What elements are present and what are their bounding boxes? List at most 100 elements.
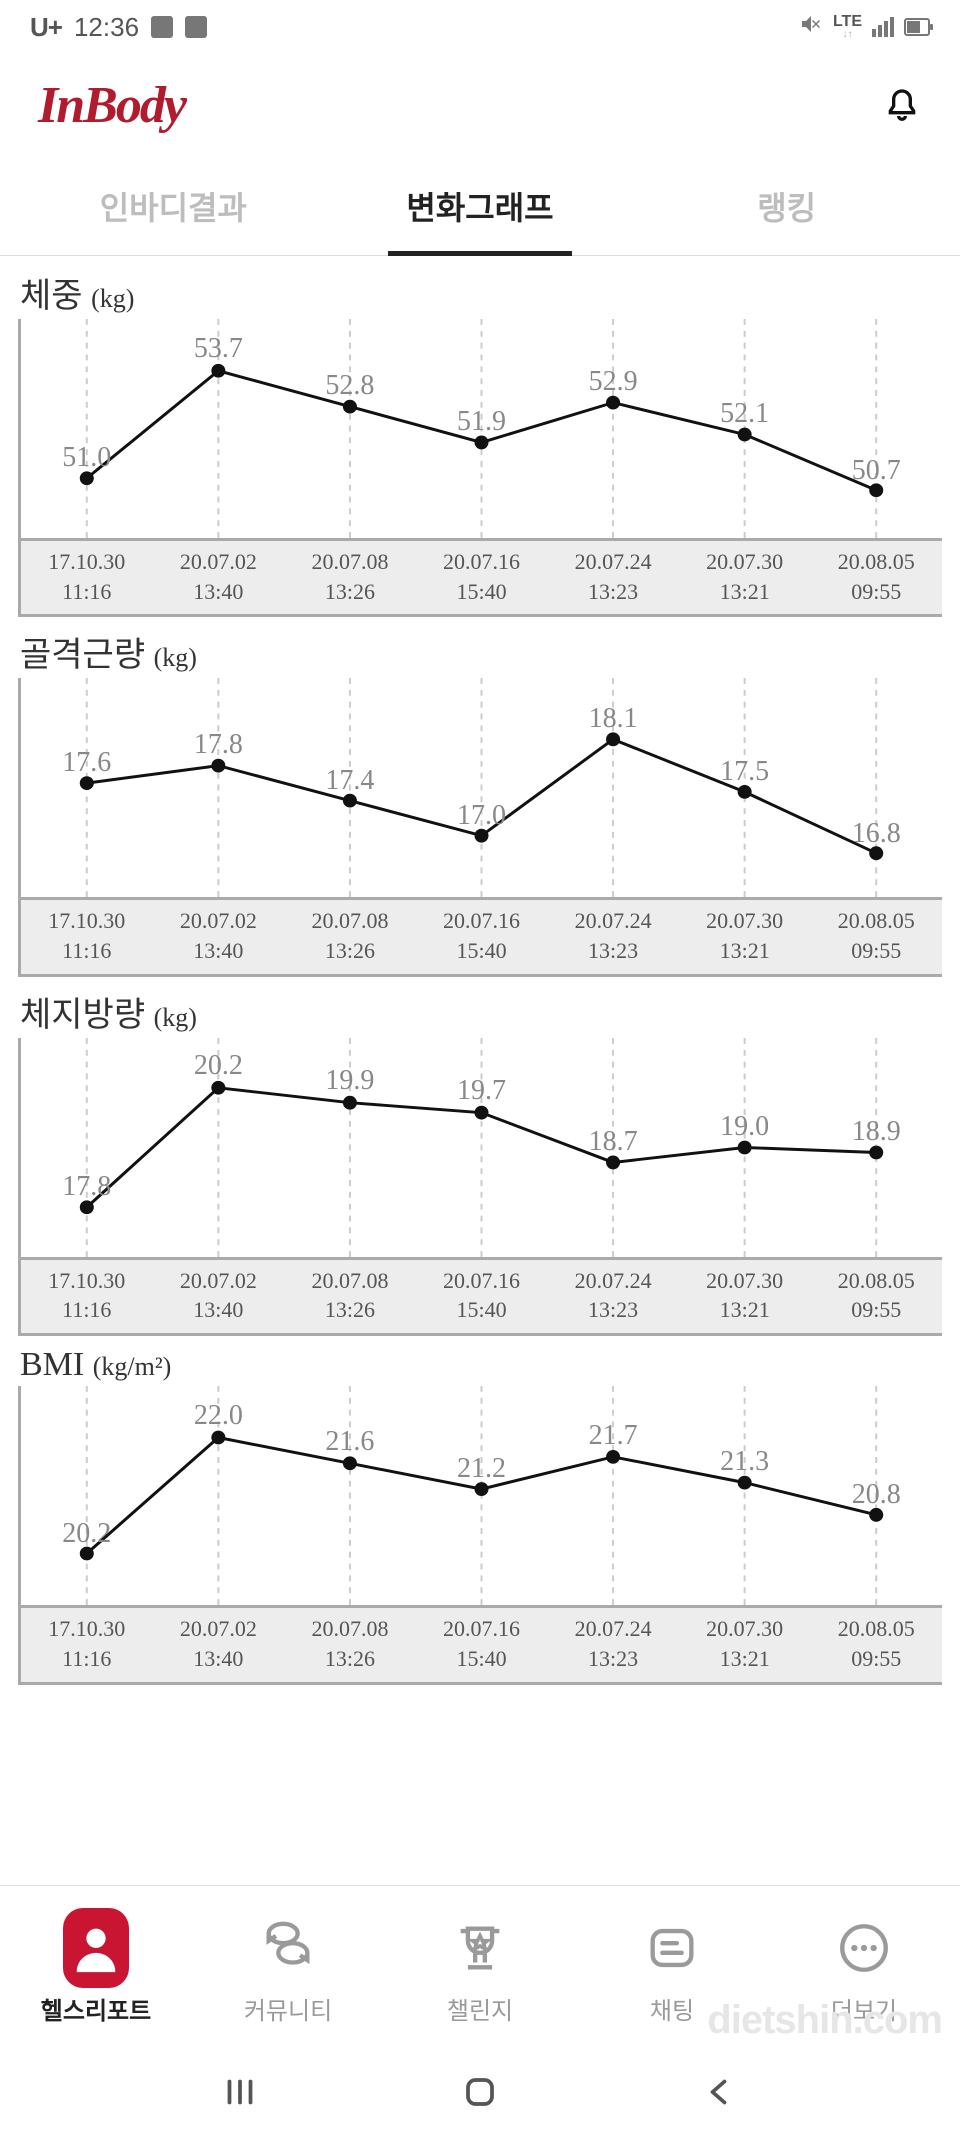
value-label: 18.9 [852,1116,901,1148]
x-axis: 17.10.3011:1620.07.0213:4020.07.0813:262… [18,541,942,617]
x-tick: 20.08.0509:55 [810,547,942,606]
recent-apps-button[interactable] [222,2074,258,2115]
tabs: 인바디결과변화그래프랭킹 [0,159,960,256]
x-axis: 17.10.3011:1620.07.0213:4020.07.0813:262… [18,900,942,976]
nav-label: 더보기 [831,1991,897,2026]
nav-report[interactable]: 헬스리포트 [0,1915,192,2026]
x-tick: 17.10.3011:16 [21,906,153,965]
chat-icon [639,1915,705,1981]
carrier-label: U+ [30,12,62,43]
report-icon [63,1915,129,1981]
value-label: 52.1 [720,398,769,430]
nav-label: 챌린지 [447,1991,513,2026]
back-button[interactable] [702,2074,738,2115]
system-nav [0,2055,960,2133]
value-label: 17.6 [62,747,111,779]
x-tick: 20.07.0213:40 [153,1614,285,1673]
x-tick: 20.07.0213:40 [153,906,285,965]
chart-title: 골격근량 (kg) [14,623,946,678]
value-label: 52.8 [325,370,374,402]
chart-bmi: BMI (kg/m²)20.222.021.621.221.721.320.81… [14,1342,946,1684]
nav-community[interactable]: 커뮤니티 [192,1915,384,2026]
status-clock: 12:36 [74,12,139,43]
value-label: 18.1 [589,703,638,735]
value-label: 21.6 [325,1426,374,1458]
app-notif-icon [185,16,207,38]
nav-label: 채팅 [650,1991,694,2026]
value-label: 21.3 [720,1446,769,1478]
x-tick: 20.07.1615:40 [416,1266,548,1325]
x-tick: 20.07.2413:23 [547,1614,679,1673]
chart-plot[interactable]: 17.820.219.919.718.719.018.9 [18,1038,942,1260]
signal-icon [872,17,894,37]
value-label: 51.9 [457,406,506,438]
tab-results[interactable]: 인바디결과 [20,159,327,255]
nav-label: 커뮤니티 [244,1991,332,2026]
value-label: 20.2 [194,1050,243,1082]
x-tick: 20.07.3013:21 [679,1614,811,1673]
charts-container: 체중 (kg)51.053.752.851.952.952.150.717.10… [0,256,960,1685]
bottom-nav: 헬스리포트 커뮤니티 챌린지 채팅 더보기 [0,1885,960,2055]
value-label: 16.8 [852,818,901,850]
x-axis: 17.10.3011:1620.07.0213:4020.07.0813:262… [18,1608,942,1684]
value-label: 21.7 [589,1420,638,1452]
value-label: 52.9 [589,366,638,398]
chart-plot[interactable]: 51.0 53.7 52.8 51.9 52.9 52.1 50.7 [18,319,942,541]
value-label: 17.0 [457,800,506,832]
nav-challenge[interactable]: 챌린지 [384,1915,576,2026]
value-label: 17.4 [325,765,374,797]
network-label: LTE ↓↑ [833,14,862,40]
challenge-icon [447,1915,513,1981]
x-tick: 20.07.0813:26 [284,1614,416,1673]
value-label: 51.0 [62,442,111,474]
x-tick: 20.07.2413:23 [547,547,679,606]
value-label: 50.7 [852,455,901,487]
value-label: 19.9 [325,1065,374,1097]
home-button[interactable] [462,2074,498,2115]
chart-plot[interactable]: 20.222.021.621.221.721.320.8 [18,1386,942,1608]
x-tick: 20.07.0213:40 [153,547,285,606]
value-label: 17.8 [194,729,243,761]
nav-label: 헬스리포트 [41,1991,151,2026]
x-tick: 20.07.1615:40 [416,1614,548,1673]
x-tick: 20.07.0213:40 [153,1266,285,1325]
value-label: 19.0 [720,1111,769,1143]
chart-title: BMI (kg/m²) [14,1342,946,1386]
x-tick: 20.07.2413:23 [547,1266,679,1325]
value-label: 20.8 [852,1479,901,1511]
chart-fat: 체지방량 (kg)17.820.219.919.718.719.018.917.… [14,983,946,1336]
x-tick: 20.07.1615:40 [416,547,548,606]
x-tick: 20.07.3013:21 [679,547,811,606]
chart-weight: 체중 (kg)51.053.752.851.952.952.150.717.10… [14,264,946,617]
value-label: 53.7 [194,333,243,365]
more-icon [831,1915,897,1981]
tab-ranking[interactable]: 랭킹 [633,159,940,255]
nav-more[interactable]: 더보기 [768,1915,960,2026]
status-left: U+ 12:36 [30,12,207,43]
app-logo: InBody [38,76,185,135]
notifications-icon[interactable] [882,84,922,128]
x-tick: 17.10.3011:16 [21,547,153,606]
chart-title: 체지방량 (kg) [14,983,946,1038]
app-header: InBody [0,54,960,149]
x-tick: 20.08.0509:55 [810,1614,942,1673]
community-icon [255,1915,321,1981]
mute-icon [799,12,823,43]
tab-graph[interactable]: 변화그래프 [327,159,634,255]
chart-plot[interactable]: 17.617.817.417.018.117.516.8 [18,678,942,900]
image-icon [151,16,173,38]
value-label: 22.0 [194,1400,243,1432]
x-tick: 20.07.0813:26 [284,1266,416,1325]
chart-smm: 골격근량 (kg)17.617.817.417.018.117.516.817.… [14,623,946,976]
battery-icon [904,18,930,36]
x-tick: 20.07.3013:21 [679,1266,811,1325]
x-tick: 17.10.3011:16 [21,1614,153,1673]
x-tick: 20.07.0813:26 [284,906,416,965]
value-label: 18.7 [589,1126,638,1158]
status-right: LTE ↓↑ [799,12,930,43]
nav-chat[interactable]: 채팅 [576,1915,768,2026]
health-report-icon [63,1908,129,1988]
x-tick: 20.08.0509:55 [810,1266,942,1325]
value-label: 17.8 [62,1171,111,1203]
x-tick: 20.07.0813:26 [284,547,416,606]
